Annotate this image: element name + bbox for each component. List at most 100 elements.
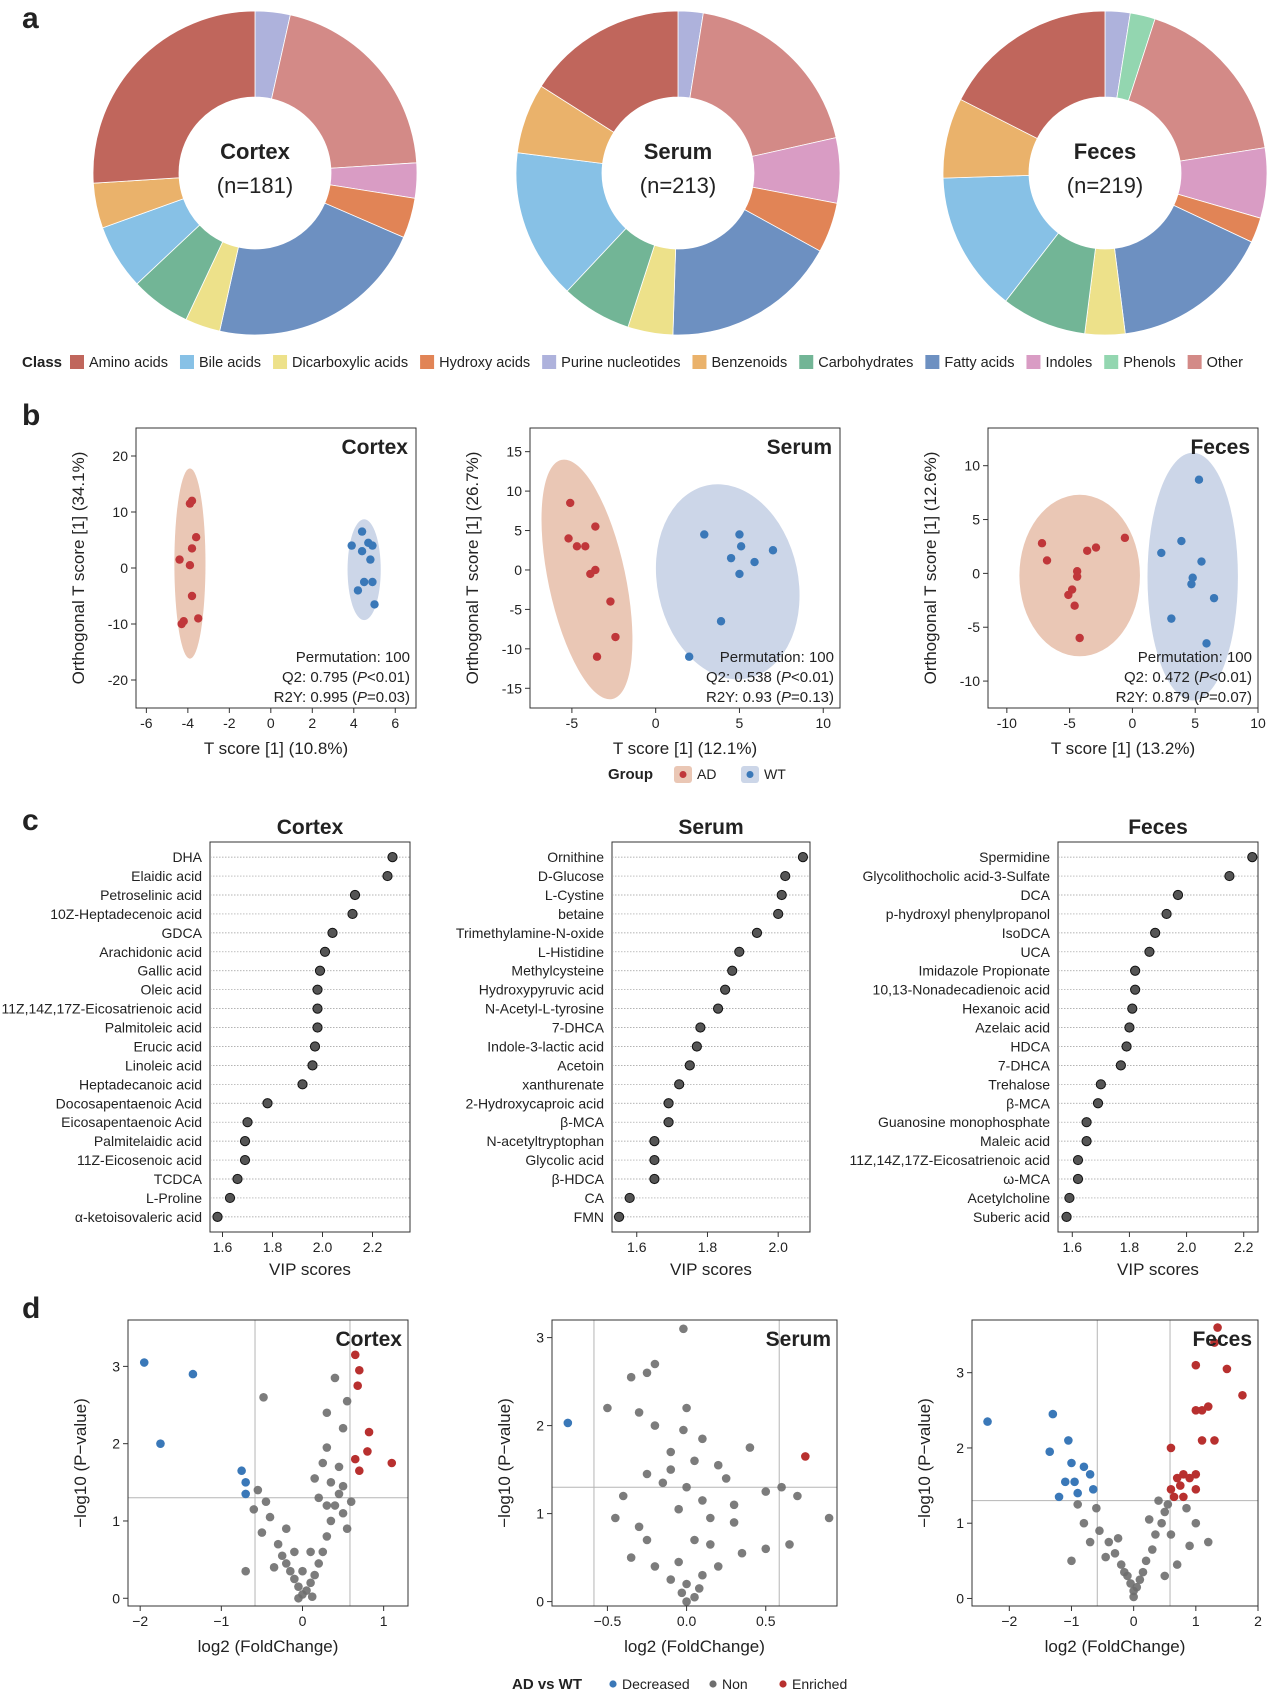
wt-legend-dot	[746, 771, 754, 778]
metabolite-label: L-Histidine	[538, 944, 604, 960]
enriched-point	[1175, 1481, 1185, 1490]
non-significant-point	[261, 1497, 271, 1506]
y-tick-label: 2	[112, 1436, 120, 1452]
vip-score-point	[1092, 1098, 1104, 1109]
ad-sample-point	[592, 652, 602, 661]
wt-sample-point	[735, 569, 744, 579]
wt-sample-point	[347, 541, 356, 550]
q2-part: Q2: 0.538 (	[706, 669, 781, 686]
y-tick-label: 0	[120, 560, 128, 576]
pie-slice-other	[1127, 18, 1266, 162]
panel-d: d −2 −1 0 1 0 1 2 3 log2 (FoldChange) −log10 (P−v…	[22, 1292, 1262, 1693]
vip-score-point	[727, 965, 738, 976]
panel-letter-a: a	[22, 2, 39, 35]
ad-confidence-ellipse	[541, 459, 633, 700]
non-significant-point	[1126, 1579, 1135, 1588]
panel-a: a Cortex (n=181) Serum (n=213) Feces (n=219…	[22, 2, 1268, 371]
enriched-point	[1166, 1485, 1176, 1494]
y-tick-label: -10	[502, 641, 522, 657]
x-tick-label: 4	[350, 715, 358, 731]
metabolite-label: Glycolic acid	[525, 1152, 604, 1168]
non-significant-point	[322, 1408, 332, 1418]
panel-letter-d: d	[22, 1292, 40, 1325]
legend-label: Hydroxy acids	[439, 355, 530, 371]
r2y-part: R2Y: 0.879 (	[1116, 689, 1199, 706]
metabolite-label: 10,13-Nonadecadienoic acid	[873, 982, 1050, 998]
y-tick-label: -20	[108, 672, 128, 688]
x-tick-label: 1.8	[698, 1239, 718, 1255]
enriched-point	[1185, 1473, 1194, 1483]
ad-sample-point	[1070, 601, 1079, 610]
legend-label: Other	[1207, 355, 1243, 371]
pie-title: Cortex	[220, 139, 290, 164]
legend-label: AD	[697, 766, 716, 782]
x-tick-label: 0.5	[756, 1613, 776, 1629]
non-significant-point	[290, 1547, 299, 1557]
legend-label: Bile acids	[199, 355, 261, 371]
non-significant-point	[1154, 1496, 1163, 1505]
pie-subtitle: (n=213)	[640, 173, 716, 198]
non-significant-point	[1185, 1541, 1194, 1551]
legend-swatch	[179, 355, 194, 369]
opls-plot-serum: -5 0 5 10 -15 -10 -5 0 5 10 15 T score [1] (12.1%) O…	[463, 427, 841, 758]
ad-sample-point	[1064, 590, 1073, 600]
non-significant-point	[694, 1584, 704, 1593]
y-tick-label: 0	[956, 1590, 964, 1606]
legend-title: Class	[22, 354, 62, 371]
x-tick-label: 2	[308, 715, 316, 731]
legend-swatch	[542, 355, 557, 369]
legend-title: Group	[608, 766, 653, 783]
metabolite-label: Docosapentaenoic Acid	[56, 1095, 202, 1111]
enriched-point	[363, 1447, 372, 1456]
permutation-text: Permutation: 100	[296, 649, 410, 666]
non-significant-point	[634, 1408, 644, 1417]
x-tick-label: 5	[1191, 715, 1199, 731]
vip-score-point	[1064, 1192, 1075, 1204]
vip-score-point	[314, 965, 326, 976]
x-tick-label: 1	[1192, 1613, 1200, 1629]
non-significant-point	[1148, 1545, 1157, 1554]
x-tick-label: 0.0	[677, 1613, 697, 1629]
non-significant-point	[650, 1359, 660, 1369]
metabolite-label: Spermidine	[979, 849, 1050, 865]
non-significant-point	[729, 1518, 739, 1527]
decreased-point	[563, 1418, 573, 1428]
legend-swatch	[273, 355, 288, 369]
metabolite-label: Heptadecanoic acid	[79, 1076, 202, 1092]
legend-label: Dicarboxylic acids	[292, 355, 408, 371]
metabolite-label: Suberic acid	[973, 1209, 1050, 1225]
non-significant-point	[1067, 1556, 1076, 1566]
non-significant-point	[745, 1443, 755, 1452]
x-tick-label: −0.5	[594, 1613, 622, 1629]
decreased-point	[156, 1439, 165, 1448]
non-significant-point	[277, 1551, 287, 1561]
vip-score-point	[649, 1154, 660, 1166]
non-significant-point	[281, 1559, 291, 1568]
metabolite-label: Methylcysteine	[511, 963, 604, 979]
enriched-point	[1238, 1390, 1247, 1400]
non-significant-point	[1110, 1549, 1120, 1558]
enriched-point	[355, 1466, 364, 1476]
legend-dot	[709, 1680, 717, 1688]
non-significant-point	[326, 1478, 336, 1487]
vip-score-point	[297, 1079, 308, 1090]
non-significant-point	[306, 1547, 315, 1557]
x-tick-label: -4	[182, 715, 195, 731]
metabolite-label: 10Z-Heptadecenoic acid	[50, 906, 202, 922]
legend-label: Purine nucleotides	[561, 355, 680, 371]
y-tick-label: 2	[956, 1440, 964, 1456]
ad-sample-point	[1072, 572, 1082, 581]
x-tick-label: 2.0	[1177, 1239, 1197, 1255]
enriched-point	[355, 1365, 364, 1375]
metabolite-label: DCA	[1020, 887, 1050, 903]
x-tick-label: -5	[566, 715, 579, 731]
x-axis-label: log2 (FoldChange)	[1045, 1637, 1186, 1656]
vip-score-point	[649, 1136, 660, 1147]
wt-sample-point	[368, 541, 377, 550]
pie-slice-fatty-acids	[672, 209, 821, 336]
legend-dot	[609, 1680, 617, 1688]
metabolite-label: L-Cystine	[545, 887, 604, 903]
wt-sample-point	[353, 586, 363, 595]
x-axis-label: T score [1] (10.8%)	[204, 739, 348, 758]
legend-label: Decreased	[622, 1676, 690, 1692]
